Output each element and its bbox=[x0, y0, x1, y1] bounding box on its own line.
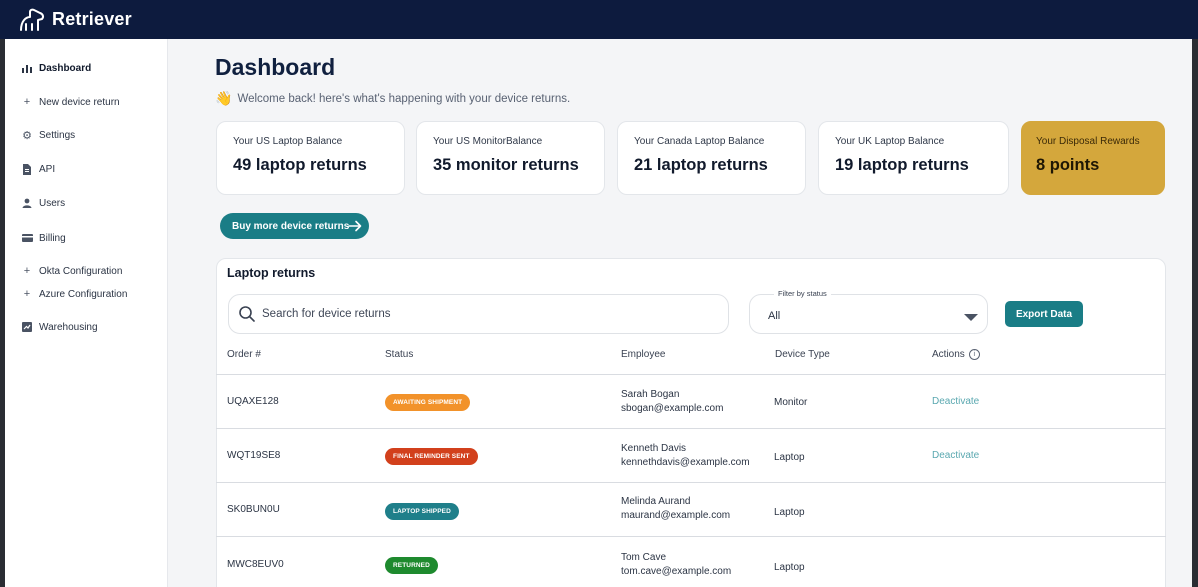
arrow-right-icon bbox=[348, 220, 362, 232]
status-badge: LAPTOP SHIPPED bbox=[385, 503, 459, 520]
us-monitor-balance-card: Your US MonitorBalance 35 monitor return… bbox=[416, 121, 605, 195]
sidebar-item-label: New device return bbox=[39, 96, 120, 108]
deactivate-link[interactable]: Deactivate bbox=[932, 450, 980, 461]
device-type: Laptop bbox=[774, 452, 805, 463]
buy-more-device-returns-button[interactable]: Buy more device returns bbox=[220, 213, 369, 239]
employee-email: kennethdavis@example.com bbox=[621, 457, 750, 468]
table-divider bbox=[216, 482, 1166, 483]
sidebar-item-label: API bbox=[39, 163, 56, 175]
employee-email: tom.cave@example.com bbox=[621, 566, 732, 577]
waving-hand-icon: 👋 bbox=[215, 90, 233, 106]
device-type: Monitor bbox=[774, 397, 808, 408]
us-laptop-balance-card: Your US Laptop Balance 49 laptop returns bbox=[216, 121, 405, 195]
panel-title: Laptop returns bbox=[227, 266, 316, 280]
plus-icon: + bbox=[23, 265, 31, 277]
sidebar-item-label: Warehousing bbox=[39, 321, 98, 333]
info-icon[interactable]: i bbox=[968, 349, 980, 360]
brand-name[interactable]: Retriever bbox=[52, 9, 132, 29]
employee-email: maurand@example.com bbox=[621, 510, 731, 521]
filter-value: All bbox=[768, 310, 781, 322]
card-value: 8 points bbox=[1036, 156, 1100, 174]
welcome-message: 👋 Welcome back! here's what's happening … bbox=[215, 90, 570, 107]
dropdown-caret-icon bbox=[964, 314, 978, 321]
card-label: Your US MonitorBalance bbox=[433, 136, 543, 147]
column-header-order: Order # bbox=[227, 349, 261, 360]
button-label: Buy more device returns bbox=[232, 220, 350, 232]
card-value: 21 laptop returns bbox=[634, 156, 768, 174]
employee-cell: Tom Cave tom.cave@example.com bbox=[621, 551, 731, 579]
welcome-text: Welcome back! here's what's happening wi… bbox=[237, 92, 571, 105]
card-value: 19 laptop returns bbox=[835, 156, 969, 174]
employee-cell: Kenneth Davis kennethdavis@example.com bbox=[621, 442, 750, 470]
order-number: WQT19SE8 bbox=[227, 450, 281, 461]
table-divider bbox=[216, 374, 1166, 375]
column-header-label: Actions bbox=[932, 349, 965, 360]
status-badge: AWAITING SHIPMENT bbox=[385, 394, 471, 411]
column-header-actions: Actions i bbox=[932, 349, 980, 360]
sidebar-item-label: Settings bbox=[39, 129, 76, 141]
employee-cell: Melinda Aurand maurand@example.com bbox=[621, 495, 730, 523]
chart-box-icon bbox=[19, 322, 35, 332]
card-value: 35 monitor returns bbox=[433, 156, 579, 174]
plus-icon: + bbox=[23, 96, 31, 108]
employee-name: Melinda Aurand bbox=[621, 496, 691, 507]
column-header-employee: Employee bbox=[621, 349, 666, 360]
disposal-rewards-card: Your Disposal Rewards 8 points bbox=[1021, 121, 1165, 195]
page-title: Dashboard bbox=[215, 54, 336, 80]
plus-icon: + bbox=[23, 288, 31, 300]
employee-email: sbogan@example.com bbox=[621, 403, 724, 414]
sidebar-item-azure-configuration[interactable]: + Azure Configuration bbox=[19, 286, 128, 302]
card-label: Your Disposal Rewards bbox=[1036, 136, 1140, 147]
device-type: Laptop bbox=[774, 562, 805, 573]
sidebar-item-new-device-return[interactable]: + New device return bbox=[19, 94, 120, 110]
sidebar-item-label: Users bbox=[39, 197, 66, 209]
sidebar-item-api[interactable]: API bbox=[19, 161, 55, 177]
top-bar: Retriever bbox=[0, 0, 1198, 39]
employee-cell: Sarah Bogan sbogan@example.com bbox=[621, 388, 723, 416]
search-icon bbox=[239, 306, 255, 322]
order-number: UQAXE128 bbox=[227, 396, 279, 407]
card-label: Your UK Laptop Balance bbox=[835, 136, 945, 147]
sidebar-item-okta-configuration[interactable]: + Okta Configuration bbox=[19, 263, 123, 279]
sidebar-item-warehousing[interactable]: Warehousing bbox=[19, 319, 98, 335]
table-divider bbox=[216, 536, 1166, 537]
card-value: 49 laptop returns bbox=[233, 156, 367, 174]
gear-icon: ⚙ bbox=[22, 129, 32, 142]
employee-name: Kenneth Davis bbox=[621, 443, 687, 454]
user-icon bbox=[19, 198, 35, 208]
order-number: MWC8EUV0 bbox=[227, 559, 284, 570]
sidebar-item-billing[interactable]: Billing bbox=[19, 230, 66, 246]
uk-laptop-balance-card: Your UK Laptop Balance 19 laptop returns bbox=[818, 121, 1009, 195]
status-badge: RETURNED bbox=[385, 557, 438, 574]
sidebar-item-label: Okta Configuration bbox=[39, 265, 123, 277]
column-header-status: Status bbox=[385, 349, 414, 360]
sidebar-item-users[interactable]: Users bbox=[19, 195, 65, 211]
sidebar-item-label: Billing bbox=[39, 232, 66, 244]
search-input[interactable] bbox=[262, 308, 702, 320]
credit-card-icon bbox=[19, 234, 35, 242]
employee-name: Tom Cave bbox=[621, 552, 667, 563]
sidebar-item-settings[interactable]: ⚙ Settings bbox=[19, 127, 75, 143]
device-type: Laptop bbox=[774, 507, 805, 518]
search-box[interactable] bbox=[228, 294, 729, 334]
deactivate-link[interactable]: Deactivate bbox=[932, 396, 980, 407]
sidebar bbox=[5, 39, 168, 587]
status-filter-select[interactable]: Filter by status All bbox=[749, 289, 988, 334]
sidebar-item-label: Dashboard bbox=[39, 62, 92, 74]
bar-chart-icon bbox=[19, 64, 35, 73]
canada-laptop-balance-card: Your Canada Laptop Balance 21 laptop ret… bbox=[617, 121, 806, 195]
employee-name: Sarah Bogan bbox=[621, 389, 680, 400]
table-divider bbox=[216, 428, 1166, 429]
order-number: SK0BUN0U bbox=[227, 504, 280, 515]
status-badge: FINAL REMINDER SENT bbox=[385, 448, 478, 465]
card-label: Your US Laptop Balance bbox=[233, 136, 343, 147]
filter-label: Filter by status bbox=[774, 289, 831, 298]
card-label: Your Canada Laptop Balance bbox=[634, 136, 765, 147]
sidebar-item-dashboard[interactable]: Dashboard bbox=[19, 60, 91, 76]
column-header-device-type: Device Type bbox=[775, 349, 830, 360]
dog-logo-icon bbox=[20, 8, 45, 31]
export-data-button[interactable]: Export Data bbox=[1005, 301, 1083, 327]
sidebar-item-label: Azure Configuration bbox=[39, 288, 128, 300]
document-icon bbox=[19, 163, 35, 175]
